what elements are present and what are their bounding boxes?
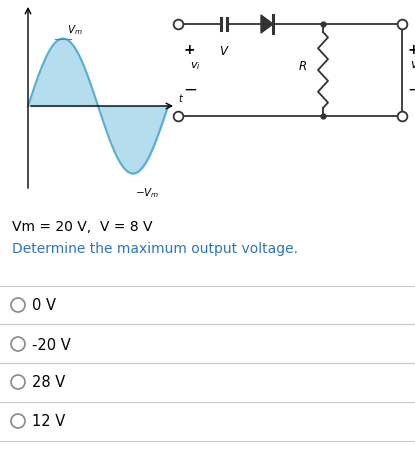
Text: $v_o$: $v_o$ xyxy=(410,60,415,72)
Text: -20 V: -20 V xyxy=(32,337,71,352)
Text: +: + xyxy=(183,43,195,57)
Text: $t$: $t$ xyxy=(178,92,184,104)
Polygon shape xyxy=(261,16,273,34)
Text: Determine the maximum output voltage.: Determine the maximum output voltage. xyxy=(12,241,298,256)
Text: +: + xyxy=(407,43,415,57)
Text: $V_m$: $V_m$ xyxy=(67,24,83,38)
Text: −: − xyxy=(183,81,197,99)
Text: $R$: $R$ xyxy=(298,60,307,72)
Text: $v_i$: $v_i$ xyxy=(190,60,201,72)
Text: 12 V: 12 V xyxy=(32,414,65,428)
Text: $V$: $V$ xyxy=(219,45,229,58)
Text: $v_i$: $v_i$ xyxy=(31,0,41,3)
Text: Vm = 20 V,  V = 8 V: Vm = 20 V, V = 8 V xyxy=(12,219,152,234)
Text: 28 V: 28 V xyxy=(32,375,65,390)
Text: $-V_m$: $-V_m$ xyxy=(135,186,159,200)
Text: −: − xyxy=(407,81,415,99)
Text: 0 V: 0 V xyxy=(32,298,56,313)
